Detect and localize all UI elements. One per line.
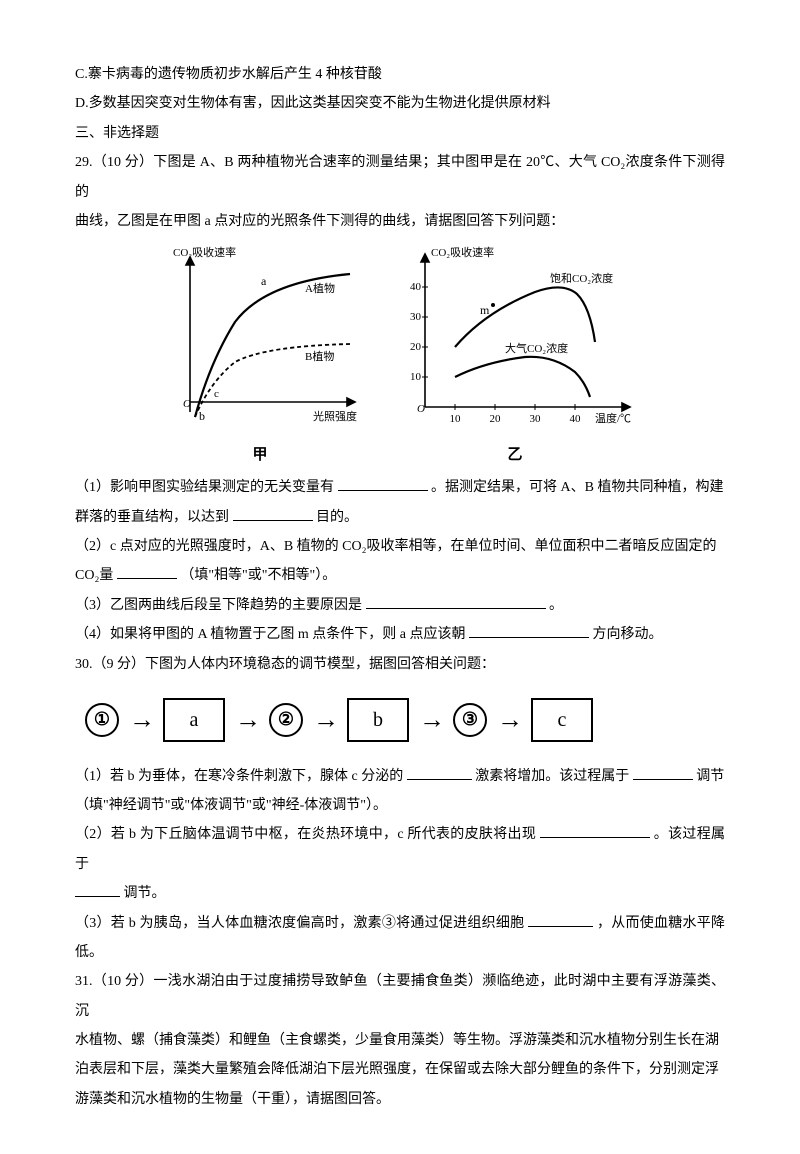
svg-text:40: 40 — [570, 413, 582, 425]
node-a: a — [163, 698, 225, 742]
q30-sub1c: 调节 — [696, 769, 724, 784]
node-b: b — [347, 698, 409, 742]
blank — [338, 475, 428, 491]
q29-sub2-l2: CO₂量 （填"相等"或"不相等"）。 — [75, 561, 725, 590]
label-b: b — [199, 409, 205, 423]
label-a: a — [261, 274, 267, 288]
blank — [540, 822, 650, 838]
q31-l2: 水植物、螺（捕食藻类）和鲤鱼（主食螺类，少量食用藻类）等生物。浮游藻类和沉水植物… — [75, 1026, 725, 1055]
svg-text:温度/℃: 温度/℃ — [595, 411, 631, 425]
q29-stem-l1: 29.（10 分）下图是 A、B 两种植物光合速率的测量结果；其中图甲是在 20… — [75, 148, 725, 207]
svg-text:20: 20 — [410, 341, 422, 353]
q29-sub1a: （1）影响甲图实验结果测定的无关变量有 — [75, 480, 334, 495]
svg-text:10: 10 — [410, 371, 422, 383]
q29-figures: CO₂吸收速率 光照强度 O a b c A植物 B植物 甲 — [75, 242, 725, 471]
arrow-icon: → — [313, 693, 337, 748]
q31-l1: 31.（10 分）一浅水湖泊由于过度捕捞导致鲈鱼（主要捕食鱼类）濒临绝迹，此时湖… — [75, 967, 725, 1026]
svg-text:30: 30 — [530, 413, 542, 425]
arrow-icon: → — [497, 693, 521, 748]
svg-text:10: 10 — [450, 413, 462, 425]
blank — [117, 563, 177, 579]
node-3: ③ — [453, 703, 487, 737]
q30-sub1: （1）若 b 为垂体，在寒冷条件刺激下，腺体 c 分泌的 激素将增加。该过程属于… — [75, 762, 725, 791]
node-2: ② — [269, 703, 303, 737]
q29-sub2c: （填"相等"或"不相等"）。 — [180, 568, 336, 583]
q29-sub2-l1: （2）c 点对应的光照强度时，A、B 植物的 CO₂吸收率相等，在单位时间、单位… — [75, 532, 725, 561]
q30-diagram: ① → a → ② → b → ③ → c — [85, 693, 725, 748]
svg-text:40: 40 — [410, 281, 422, 293]
arrow-icon: → — [419, 693, 443, 748]
chart-jia-ylabel: CO₂吸收速率 — [173, 245, 236, 259]
q29-sub1-l2: 群落的垂直结构，以达到 目的。 — [75, 503, 725, 532]
svg-text:20: 20 — [490, 413, 502, 425]
q30-stem: 30.（9 分）下图为人体内环境稳态的调节模型，据图回答相关问题： — [75, 650, 725, 679]
q29-stem-l2: 曲线，乙图是在甲图 a 点对应的光照条件下测得的曲线，请据图回答下列问题： — [75, 207, 725, 236]
q30-sub1a: （1）若 b 为垂体，在寒冷条件刺激下，腺体 c 分泌的 — [75, 769, 403, 784]
arrow-icon: → — [235, 693, 259, 748]
q29-sub4: （4）如果将甲图的 A 植物置于乙图 m 点条件下，则 a 点应该朝 方向移动。 — [75, 620, 725, 649]
chart-yi: CO₂吸收速率 10 20 30 40 10 20 — [385, 242, 645, 432]
option-d: D.多数基因突变对生物体有害，因此这类基因突变不能为生物进化提供原材料 — [75, 89, 725, 118]
blank — [366, 592, 546, 608]
q30-sub2-l2: 调节。 — [75, 879, 725, 908]
q30-sub3: （3）若 b 为胰岛，当人体血糖浓度偏高时，激素③将通过促进组织细胞 ，从而使血… — [75, 909, 725, 968]
label-c: c — [214, 388, 219, 400]
q31-l3: 泊表层和下层，藻类大量繁殖会降低湖泊下层光照强度，在保留或去除大部分鲤鱼的条件下… — [75, 1055, 725, 1084]
blank — [469, 622, 589, 638]
option-c: C.寨卡病毒的遗传物质初步水解后产生 4 种核苷酸 — [75, 60, 725, 89]
q29-sub3a: （3）乙图两曲线后段呈下降趋势的主要原因是 — [75, 598, 362, 613]
q31-l4: 游藻类和沉水植物的生物量（干重），请据图回答。 — [75, 1085, 725, 1114]
q30-sub1-l2: （填"神经调节"或"体液调节"或"神经-体液调节"）。 — [75, 791, 725, 820]
node-1: ① — [85, 703, 119, 737]
label-m: m — [480, 303, 490, 317]
section-3-title: 三、非选择题 — [75, 119, 725, 148]
q29-sub4a: （4）如果将甲图的 A 植物置于乙图 m 点条件下，则 a 点应该朝 — [75, 627, 465, 642]
q29-sub3: （3）乙图两曲线后段呈下降趋势的主要原因是 。 — [75, 591, 725, 620]
q30-sub2c: 调节。 — [124, 886, 166, 901]
q30-sub2a: （2）若 b 为下丘脑体温调节中枢，在炎热环境中，c 所代表的皮肤将出现 — [75, 827, 536, 842]
q29-sub1d: 目的。 — [316, 510, 358, 525]
q29-sub4b: 方向移动。 — [592, 627, 662, 642]
node-c: c — [531, 698, 593, 742]
q30-sub3a: （3）若 b 为胰岛，当人体血糖浓度偏高时，激素③将通过促进组织细胞 — [75, 916, 524, 931]
arrow-icon: → — [129, 693, 153, 748]
chart-jia-xlabel: 光照强度 — [313, 409, 357, 423]
chart-jia: CO₂吸收速率 光照强度 O a b c A植物 B植物 — [155, 242, 365, 432]
label-top: 饱和CO₂浓度 — [550, 271, 613, 285]
q29-sub1b: 。据测定结果，可将 A、B 植物共同种植，构建 — [431, 480, 723, 495]
chart-yi-ylabel: CO₂吸收速率 — [431, 245, 494, 259]
chart-yi-caption: 乙 — [385, 440, 645, 472]
svg-text:O: O — [183, 398, 191, 410]
q29-sub2b: CO₂量 — [75, 568, 113, 583]
svg-text:O: O — [417, 403, 425, 415]
q29-sub3b: 。 — [549, 598, 563, 613]
label-bottom: 大气CO₂浓度 — [505, 341, 568, 355]
q29-sub1: （1）影响甲图实验结果测定的无关变量有 。据测定结果，可将 A、B 植物共同种植… — [75, 473, 725, 502]
blank — [633, 763, 693, 779]
blank — [75, 881, 120, 897]
q30-sub1b: 激素将增加。该过程属于 — [475, 769, 629, 784]
label-B: B植物 — [305, 349, 334, 363]
svg-text:30: 30 — [410, 311, 422, 323]
blank — [233, 504, 313, 520]
q29-sub1c: 群落的垂直结构，以达到 — [75, 510, 229, 525]
chart-jia-caption: 甲 — [155, 440, 365, 472]
label-A: A植物 — [305, 281, 335, 295]
blank — [528, 910, 593, 926]
blank — [407, 763, 472, 779]
q30-sub2: （2）若 b 为下丘脑体温调节中枢，在炎热环境中，c 所代表的皮肤将出现 。该过… — [75, 820, 725, 879]
